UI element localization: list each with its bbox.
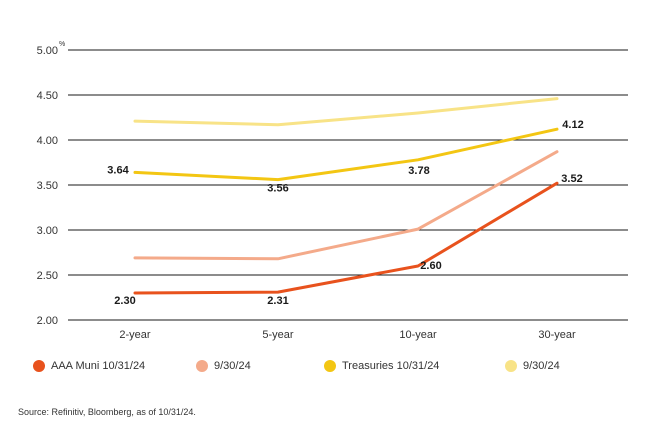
y-tick-label: 2.50 (37, 270, 58, 282)
data-label: 4.12 (562, 119, 583, 131)
legend-item-treasuries-oct: Treasuries 10/31/24 (324, 360, 505, 372)
data-label: 2.30 (114, 295, 135, 307)
legend-item-aaa-muni-oct: AAA Muni 10/31/24 (33, 360, 196, 372)
x-tick-label: 10-year (399, 329, 437, 341)
legend-label: 9/30/24 (214, 360, 251, 372)
data-label: 3.64 (107, 164, 129, 176)
legend-label: Treasuries 10/31/24 (342, 360, 440, 372)
x-tick-label: 2-year (119, 329, 151, 341)
gridlines (68, 49, 628, 321)
legend-label: 9/30/24 (523, 360, 560, 372)
y-tick-label: 3.00 (37, 225, 58, 237)
series-line (133, 181, 559, 295)
legend-label: AAA Muni 10/31/24 (51, 360, 146, 372)
series-line (133, 97, 559, 127)
data-labels: 2.30 2.31 2.60 3.52 3.64 3.56 3.78 4.12 (107, 119, 583, 307)
y-tick-label: 4.00 (37, 135, 58, 147)
legend-swatch (196, 360, 208, 372)
source-note: Source: Refinitiv, Bloomberg, as of 10/3… (18, 407, 196, 417)
data-label: 3.52 (561, 173, 582, 185)
data-label: 3.78 (408, 165, 429, 177)
data-label: 2.60 (420, 260, 441, 272)
legend-item-aaa-muni-sep: 9/30/24 (196, 360, 324, 372)
data-label: 3.56 (267, 183, 288, 195)
y-tick-label: 5.00 (37, 45, 58, 57)
series-lines (133, 97, 559, 295)
x-tick-label: 30-year (538, 329, 576, 341)
legend: AAA Muni 10/31/24 9/30/24 Treasuries 10/… (33, 360, 560, 372)
series-line (133, 150, 559, 261)
legend-swatch (324, 360, 336, 372)
y-axis-tick-labels: 5.00% 4.50 4.00 3.50 3.00 2.50 2.00 (37, 41, 66, 327)
legend-item-treasuries-sep: 9/30/24 (505, 360, 560, 372)
y-unit-label: % (59, 41, 65, 48)
y-tick-label: 3.50 (37, 180, 58, 192)
y-tick-label: 2.00 (37, 315, 58, 327)
x-axis-tick-labels: 2-year 5-year 10-year 30-year (119, 329, 576, 341)
y-tick-label: 4.50 (37, 90, 58, 102)
legend-swatch (505, 360, 517, 372)
legend-swatch (33, 360, 45, 372)
series-line (133, 127, 559, 182)
data-label: 2.31 (267, 295, 288, 307)
x-tick-label: 5-year (262, 329, 294, 341)
